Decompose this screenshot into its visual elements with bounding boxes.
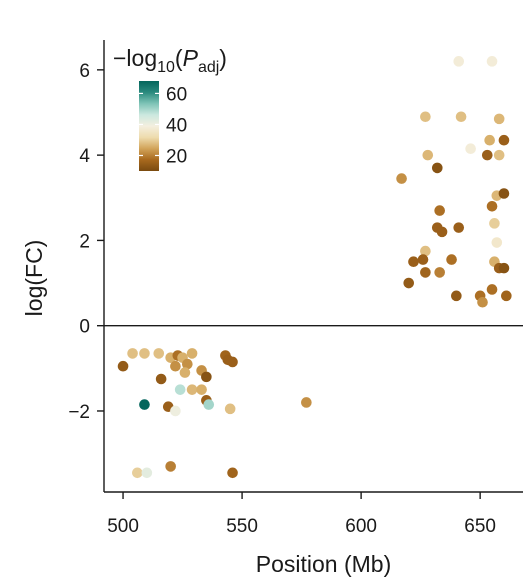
x-tick-label: 650 — [464, 516, 496, 537]
data-point — [446, 254, 457, 265]
data-point — [431, 162, 443, 174]
y-tick-label: −2 — [68, 402, 90, 423]
x-tick-label: 600 — [345, 516, 377, 537]
data-point — [465, 143, 476, 155]
points — [117, 56, 512, 479]
data-point — [501, 290, 512, 302]
data-point — [453, 56, 465, 67]
data-point — [486, 201, 498, 212]
legend: 20 40 60 −log10(Padj) — [113, 45, 227, 171]
data-point — [422, 149, 434, 161]
legend-title-paren: ( — [175, 45, 183, 71]
data-point — [491, 237, 503, 248]
y-tick-label: 2 — [79, 231, 90, 252]
data-point — [186, 384, 198, 395]
axes: −2 0 2 4 6 500 550 600 650 Position (Mb) log(FC) — [21, 40, 523, 577]
colorbar-tick-label: 20 — [166, 146, 187, 167]
y-axis-title: log(FC) — [21, 240, 47, 317]
x-axis-title: Position (Mb) — [256, 551, 391, 577]
data-point — [139, 348, 150, 359]
x-tick-label: 500 — [107, 516, 139, 537]
data-point — [141, 467, 153, 479]
data-point — [170, 360, 181, 372]
legend-title-subscript: adj — [198, 59, 219, 76]
data-point — [498, 262, 510, 274]
legend-title-main: −log — [113, 45, 157, 71]
data-point — [493, 149, 505, 161]
data-point — [179, 367, 191, 378]
data-point — [417, 254, 429, 265]
data-point — [434, 205, 445, 216]
data-point — [493, 113, 505, 125]
legend-title: −log10(Padj) — [113, 45, 227, 76]
data-point — [489, 218, 500, 229]
data-point — [132, 467, 143, 479]
data-point — [434, 267, 445, 278]
data-point — [486, 56, 498, 67]
data-point — [127, 348, 138, 359]
colorbar — [139, 81, 159, 171]
y-tick-label: 4 — [79, 146, 90, 167]
data-point — [486, 284, 498, 295]
data-point — [117, 360, 129, 372]
data-point — [301, 397, 312, 408]
data-point — [227, 467, 238, 479]
data-point — [174, 384, 186, 395]
data-point — [436, 226, 448, 238]
data-point — [155, 373, 167, 385]
data-point — [408, 256, 419, 268]
colorbar-tick-label: 60 — [166, 84, 187, 105]
data-point — [224, 403, 236, 415]
data-point — [186, 348, 198, 359]
data-point — [227, 356, 238, 368]
legend-title-subscript: 10 — [157, 59, 175, 76]
data-point — [420, 245, 431, 257]
data-point — [498, 188, 510, 199]
data-point — [196, 384, 207, 395]
data-point — [420, 111, 431, 123]
data-point — [484, 134, 495, 146]
data-point — [453, 222, 465, 233]
data-point — [139, 399, 150, 410]
data-point — [203, 399, 215, 410]
data-point — [420, 267, 431, 278]
data-point — [498, 134, 510, 146]
legend-title-paren: ) — [219, 45, 227, 71]
y-tick-label: 0 — [79, 317, 90, 338]
data-point — [153, 348, 165, 359]
y-tick-label: 6 — [79, 61, 90, 82]
data-point — [201, 371, 212, 383]
legend-title-p: P — [183, 45, 199, 71]
data-point — [403, 277, 415, 289]
data-point — [396, 173, 407, 184]
data-point — [481, 149, 493, 161]
data-point — [182, 358, 193, 370]
colorbar-tick-label: 40 — [166, 115, 187, 136]
x-tick-label: 550 — [226, 516, 258, 537]
data-point — [165, 461, 176, 472]
data-point — [455, 111, 467, 123]
data-point — [477, 296, 488, 308]
data-point — [451, 290, 462, 302]
data-point — [170, 405, 181, 417]
